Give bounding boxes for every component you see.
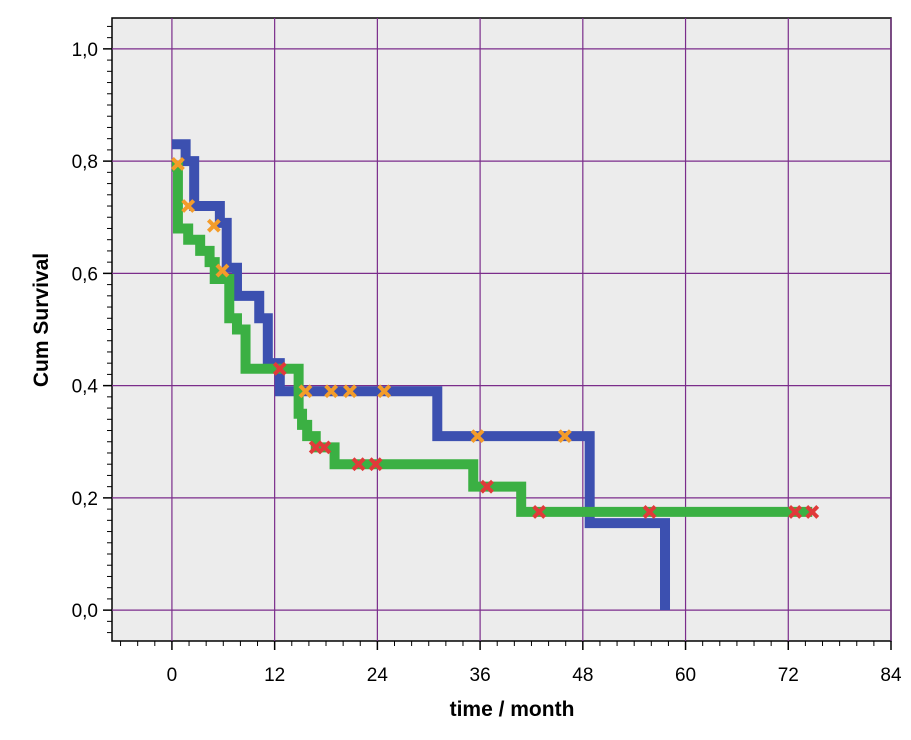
series-layer (171, 139, 813, 611)
censor-mark (324, 384, 339, 399)
plot-area (111, 17, 892, 642)
censor-stroke (181, 199, 196, 213)
censor-stroke (215, 263, 230, 278)
censor-stroke (788, 504, 803, 519)
censor-mark (557, 429, 572, 444)
censor-mark (532, 504, 547, 519)
censor-mark (351, 457, 366, 472)
censor-stroke (368, 457, 383, 472)
x-tick-label: 0 (167, 665, 178, 686)
censor-mark (480, 479, 494, 494)
censor-mark (272, 361, 287, 376)
censor-marks (171, 157, 820, 519)
x-tick-label: 36 (470, 665, 491, 686)
y-tick-label: 1,0 (72, 40, 98, 61)
censor-mark (642, 504, 657, 519)
y-axis-title: Cum Survival (30, 253, 53, 387)
censor-mark (343, 384, 357, 399)
x-tick-label: 24 (367, 665, 389, 686)
censor-stroke (343, 384, 357, 399)
axes: 0 12 24 36 48 60 72 84 0,0 0,2 0,4 0,6 0,8 1,0 (72, 25, 902, 686)
censor-stroke (171, 157, 185, 171)
censor-mark (181, 199, 196, 213)
survival-curve-1 (171, 139, 671, 611)
censor-stroke (470, 429, 485, 444)
censor-stroke (351, 457, 366, 472)
censor-mark (298, 384, 313, 399)
censor-stroke (642, 504, 657, 519)
censor-stroke (206, 218, 221, 233)
y-tick-label: 0,0 (72, 601, 98, 622)
censor-mark (470, 429, 485, 444)
y-tick-label: 0,6 (72, 264, 98, 285)
survival-curve-2 (171, 161, 813, 517)
x-tick-label: 72 (778, 665, 799, 686)
x-tick-label: 60 (675, 665, 696, 686)
y-tick-label: 0,8 (72, 152, 98, 173)
censor-stroke (324, 384, 339, 399)
censor-mark (788, 504, 803, 519)
censor-mark (368, 457, 383, 472)
censor-stroke (805, 504, 820, 519)
censor-stroke (557, 429, 572, 444)
x-tick-label: 12 (264, 665, 285, 686)
censor-mark (171, 157, 185, 171)
censor-stroke (317, 440, 332, 455)
x-tick-label: 48 (572, 665, 593, 686)
censor-mark (805, 504, 820, 519)
censor-stroke (298, 384, 313, 399)
x-axis-title: time / month (450, 698, 575, 721)
censor-mark (215, 263, 230, 278)
censor-stroke (272, 361, 287, 376)
x-tick-label: 84 (880, 665, 902, 686)
y-tick-label: 0,4 (72, 377, 99, 398)
censor-mark (317, 440, 332, 455)
censor-mark (377, 384, 392, 399)
y-tick-label: 0,2 (72, 489, 98, 510)
censor-mark (206, 218, 221, 233)
censor-stroke (377, 384, 392, 399)
censor-stroke (480, 479, 494, 494)
censor-stroke (532, 504, 547, 519)
